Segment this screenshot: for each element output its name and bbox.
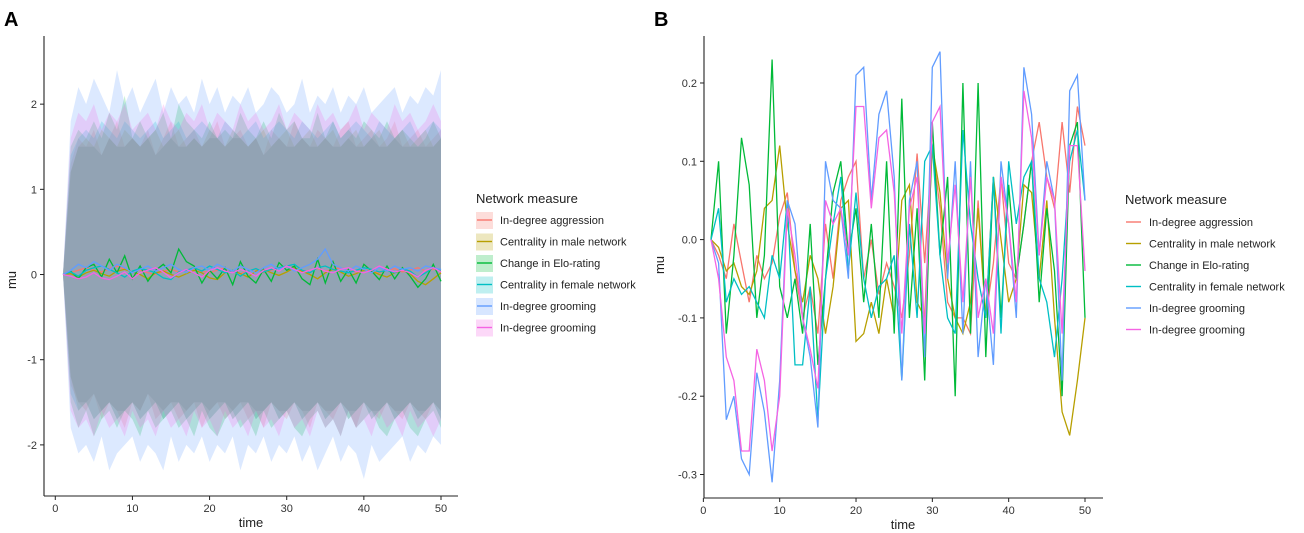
panel-b-series-line-5 xyxy=(710,90,1086,452)
panel-a-legend-label-4: In-degree grooming xyxy=(500,301,596,313)
panel-b-series-line-3 xyxy=(710,129,1086,420)
panel-b-x-tick-label: 0 xyxy=(700,505,706,517)
panel-a: A 0 10 20 30 40 50 -2 -1 0 1 2 time mu Network me… xyxy=(4,9,636,530)
panel-b-legend-label-0: In-degree aggression xyxy=(1149,217,1253,229)
panel-a-y-axis-title: mu xyxy=(4,271,19,289)
panel-b-legend-label-2: Change in Elo-rating xyxy=(1149,260,1249,272)
panel-a-y-tick-label: -2 xyxy=(27,440,37,452)
panel-b-x-tick-label: 20 xyxy=(850,505,862,517)
panel-a-y-tick-label: -1 xyxy=(27,355,37,367)
panel-a-letter: A xyxy=(4,9,18,31)
panel-b-y-tick-label: 0.0 xyxy=(682,235,697,247)
panel-b-y-tick-label: -0.1 xyxy=(678,313,697,325)
panel-b-legend-label-4: In-degree grooming xyxy=(1149,303,1245,315)
panel-a-legend-title: Network measure xyxy=(476,191,578,206)
panel-a-x-axis-title: time xyxy=(239,515,264,530)
panel-b-x-axis-title: time xyxy=(891,517,916,532)
panel-b-legend-title: Network measure xyxy=(1125,192,1227,207)
panel-b-legend-label-1: Centrality in male network xyxy=(1149,239,1276,251)
panel-b-y-ticks: -0.3 -0.2 -0.1 0.0 0.1 0.2 xyxy=(678,78,704,482)
panel-a-x-tick-label: 50 xyxy=(435,503,447,515)
panel-b-y-axis-title: mu xyxy=(652,256,667,274)
panel-b-plot-area xyxy=(710,51,1086,483)
panel-a-y-tick-label: 2 xyxy=(31,99,37,111)
panel-a-x-tick-label: 30 xyxy=(281,503,293,515)
panel-a-legend: Network measure In-degree aggression Cent… xyxy=(476,191,636,337)
panel-b-letter: B xyxy=(654,9,668,31)
panel-a-y-ticks: -2 -1 0 1 2 xyxy=(27,99,44,452)
panel-b-x-tick-label: 40 xyxy=(1003,505,1015,517)
panel-b-x-ticks: 0 10 20 30 40 50 xyxy=(700,498,1091,517)
panel-a-x-tick-label: 0 xyxy=(52,503,58,515)
panel-a-legend-label-0: In-degree aggression xyxy=(500,215,604,227)
panel-a-legend-label-5: In-degree grooming xyxy=(500,323,596,335)
panel-a-series-line-5 xyxy=(62,265,442,281)
panel-a-x-ticks: 0 10 20 30 40 50 xyxy=(52,496,447,515)
panel-a-legend-label-1: Centrality in male network xyxy=(500,237,627,249)
panel-b-y-tick-label: -0.2 xyxy=(678,391,697,403)
panel-a-x-tick-label: 20 xyxy=(203,503,215,515)
panel-b-legend-label-5: In-degree grooming xyxy=(1149,325,1245,337)
panel-a-x-tick-label: 40 xyxy=(358,503,370,515)
panel-b-x-tick-label: 10 xyxy=(774,505,786,517)
panel-b-legend: Network measure In-degree aggression Cent… xyxy=(1125,192,1285,337)
panel-b-y-tick-label: -0.3 xyxy=(678,470,697,482)
panel-a-legend-label-2: Change in Elo-rating xyxy=(500,258,600,270)
panel-a-x-tick-label: 10 xyxy=(126,503,138,515)
panel-b-series-line-2 xyxy=(710,59,1086,397)
panel-a-series-line-2 xyxy=(62,247,442,289)
panel-a-series-line-3 xyxy=(62,263,442,281)
panel-b-x-tick-label: 50 xyxy=(1079,505,1091,517)
panel-b-x-tick-label: 30 xyxy=(926,505,938,517)
panel-a-y-tick-label: 1 xyxy=(31,184,37,196)
panel-a-y-tick-label: 0 xyxy=(31,270,37,282)
panel-a-series-line-4 xyxy=(62,247,442,276)
panel-a-legend-label-3: Centrality in female network xyxy=(500,280,636,292)
panel-b-legend-label-3: Centrality in female network xyxy=(1149,282,1285,294)
panel-b-y-tick-label: 0.1 xyxy=(682,156,697,168)
panel-a-plot-area xyxy=(62,70,442,479)
panel-b: B 0 10 20 30 40 50 -0.3 -0.2 -0.1 0.0 0.1 0.2 time… xyxy=(652,9,1285,532)
panel-b-y-tick-label: 0.2 xyxy=(682,78,697,90)
